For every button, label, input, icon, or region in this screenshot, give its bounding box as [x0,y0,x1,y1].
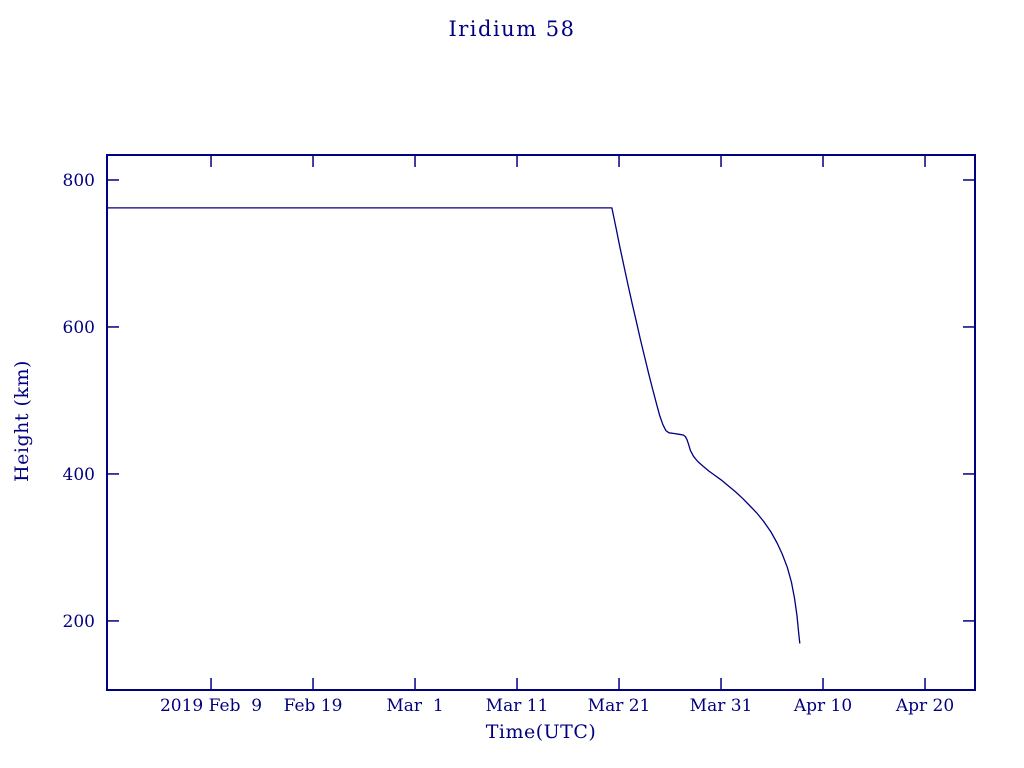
x-tick-label: Mar 1 [386,696,443,716]
y-tick-label: 200 [63,612,95,632]
y-tick-label: 600 [63,318,95,338]
x-tick-label: Mar 11 [486,696,549,716]
x-tick-label: Mar 21 [588,696,651,716]
x-tick-label: Apr 10 [793,696,852,716]
x-tick-label: Apr 20 [895,696,954,716]
x-tick-label: Mar 31 [690,696,753,716]
y-tick-label: 400 [63,465,95,485]
chart-title: Iridium 58 [448,17,576,41]
height-curve [106,207,801,644]
x-axis-title: Time(UTC) [485,721,597,743]
x-tick-label: Feb 19 [284,696,343,716]
plot-border [106,154,976,691]
y-tick-label: 800 [63,171,95,191]
x-tick-label: 2019 Feb 9 [160,696,262,716]
